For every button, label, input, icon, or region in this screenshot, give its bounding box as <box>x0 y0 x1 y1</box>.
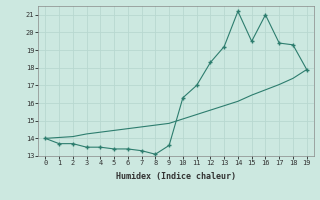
X-axis label: Humidex (Indice chaleur): Humidex (Indice chaleur) <box>116 172 236 181</box>
